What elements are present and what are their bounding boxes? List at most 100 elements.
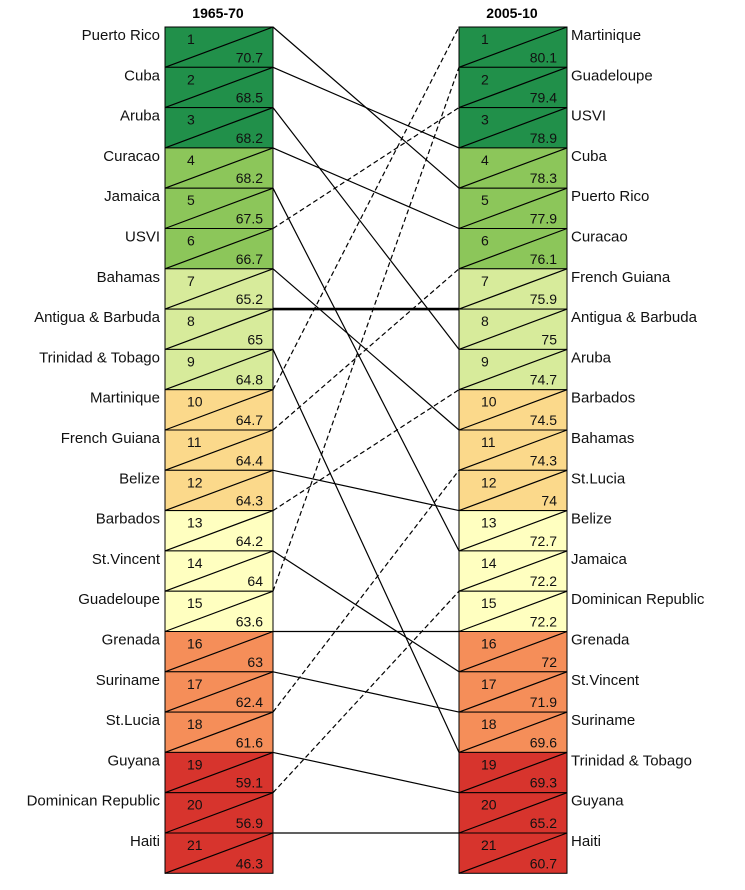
rank-number: 10 [187,394,203,410]
rank-cell: 10 64.7 Martinique [90,389,274,431]
value-label: 75.9 [530,291,557,307]
rank-cell: 6 66.7 USVI [125,227,274,270]
value-label: 63.6 [236,614,263,630]
country-label: Haiti [130,833,160,850]
connector-line [272,187,460,552]
rank-number: 21 [187,837,203,853]
rank-number: 12 [481,474,497,490]
value-label: 65 [247,331,263,347]
rank-number: 6 [187,233,195,249]
value-label: 64.2 [236,533,263,549]
country-label: Barbados [96,511,160,528]
value-label: 75 [541,331,557,347]
value-label: 78.3 [530,170,557,186]
value-label: 64.3 [236,493,263,509]
country-label: Guyana [571,793,624,810]
cell-diagonal [164,147,274,189]
right-column: 1 80.1 Martinique 2 79.4 Guadeloupe 3 78.9 USVI 4… [458,26,705,874]
value-label: 74.5 [530,412,557,428]
country-label: Bahamas [97,269,160,286]
cell-diagonal [164,630,274,673]
rank-cell: 4 78.3 Cuba [458,147,608,189]
country-label: St.Vincent [571,672,640,689]
rank-number: 4 [187,152,195,168]
cell-diagonal [458,348,568,391]
country-label: French Guiana [61,430,161,447]
rank-cell: 21 46.3 Haiti [130,832,274,874]
connector-line [272,107,460,230]
rank-number: 19 [481,756,497,772]
value-label: 65.2 [530,815,557,831]
rank-number: 8 [187,313,195,329]
country-label: St.Lucia [106,712,161,729]
rank-number: 9 [481,353,489,369]
rank-cell: 19 59.1 Guyana [107,751,274,794]
country-label: Martinique [90,390,160,407]
cell-diagonal [458,792,568,834]
value-label: 64.8 [236,372,263,388]
value-label: 64 [247,573,263,589]
value-label: 65.2 [236,291,263,307]
cell-diagonal [164,308,274,350]
value-label: 80.1 [530,49,557,65]
value-label: 68.5 [236,90,263,106]
rank-cell: 17 62.4 Suriname [96,671,274,713]
rank-number: 10 [481,394,497,410]
cell-diagonal [458,268,568,310]
rank-cell: 13 64.2 Barbados [96,510,274,552]
country-label: Suriname [96,672,160,689]
connector-line [272,389,460,512]
rank-cell: 11 74.3 Bahamas [458,429,634,471]
rank-cell: 12 64.3 Belize [119,469,274,512]
country-label: Antigua & Barbuda [34,309,161,326]
value-label: 61.6 [236,734,263,750]
rank-cell: 16 63 Grenada [102,630,274,673]
rank-cell: 14 72.2 Jamaica [458,550,628,592]
rank-cell: 16 72 Grenada [458,630,630,673]
value-label: 62.4 [236,694,263,710]
connector-lines [272,26,460,834]
rank-cell: 1 80.1 Martinique [458,26,641,68]
connector-line [272,66,460,149]
country-label: Puerto Rico [82,27,160,44]
value-label: 78.9 [530,130,557,146]
rank-cell: 7 65.2 Bahamas [97,268,274,310]
rank-number: 1 [481,31,489,47]
value-label: 74 [541,493,557,509]
cell-diagonal [458,550,568,592]
rank-number: 17 [187,676,203,692]
rank-number: 5 [481,192,489,208]
rank-number: 2 [481,71,489,87]
country-label: Martinique [571,27,641,44]
cell-diagonal [164,348,274,391]
rank-number: 21 [481,837,497,853]
connector-line [272,268,460,431]
cell-diagonal [164,792,274,834]
rank-number: 7 [187,273,195,289]
value-label: 76.1 [530,251,557,267]
rank-number: 5 [187,192,195,208]
left-column-header: 1965-70 [192,5,244,21]
cell-diagonal [458,308,568,350]
rank-cell: 18 69.6 Suriname [458,711,635,753]
cell-diagonal [164,227,274,270]
cell-diagonal [458,832,568,874]
rank-cell: 3 68.2 Aruba [120,107,274,149]
country-label: USVI [571,108,606,125]
rank-cell: 12 74 St.Lucia [458,469,626,512]
rank-cell: 13 72.7 Belize [458,510,612,552]
value-label: 69.6 [530,734,557,750]
cell-diagonal [164,66,274,109]
rank-number: 8 [481,313,489,329]
country-label: Jamaica [571,551,628,568]
cell-diagonal [458,630,568,673]
connector-line [272,469,460,713]
country-label: St.Lucia [571,470,626,487]
rank-cell: 1 70.7 Puerto Rico [82,26,274,68]
country-label: Trinidad & Tobago [39,349,160,366]
value-label: 72.2 [530,573,557,589]
rank-number: 6 [481,233,489,249]
country-label: St.Vincent [92,551,161,568]
rank-number: 13 [187,515,203,531]
country-label: Cuba [124,67,161,84]
